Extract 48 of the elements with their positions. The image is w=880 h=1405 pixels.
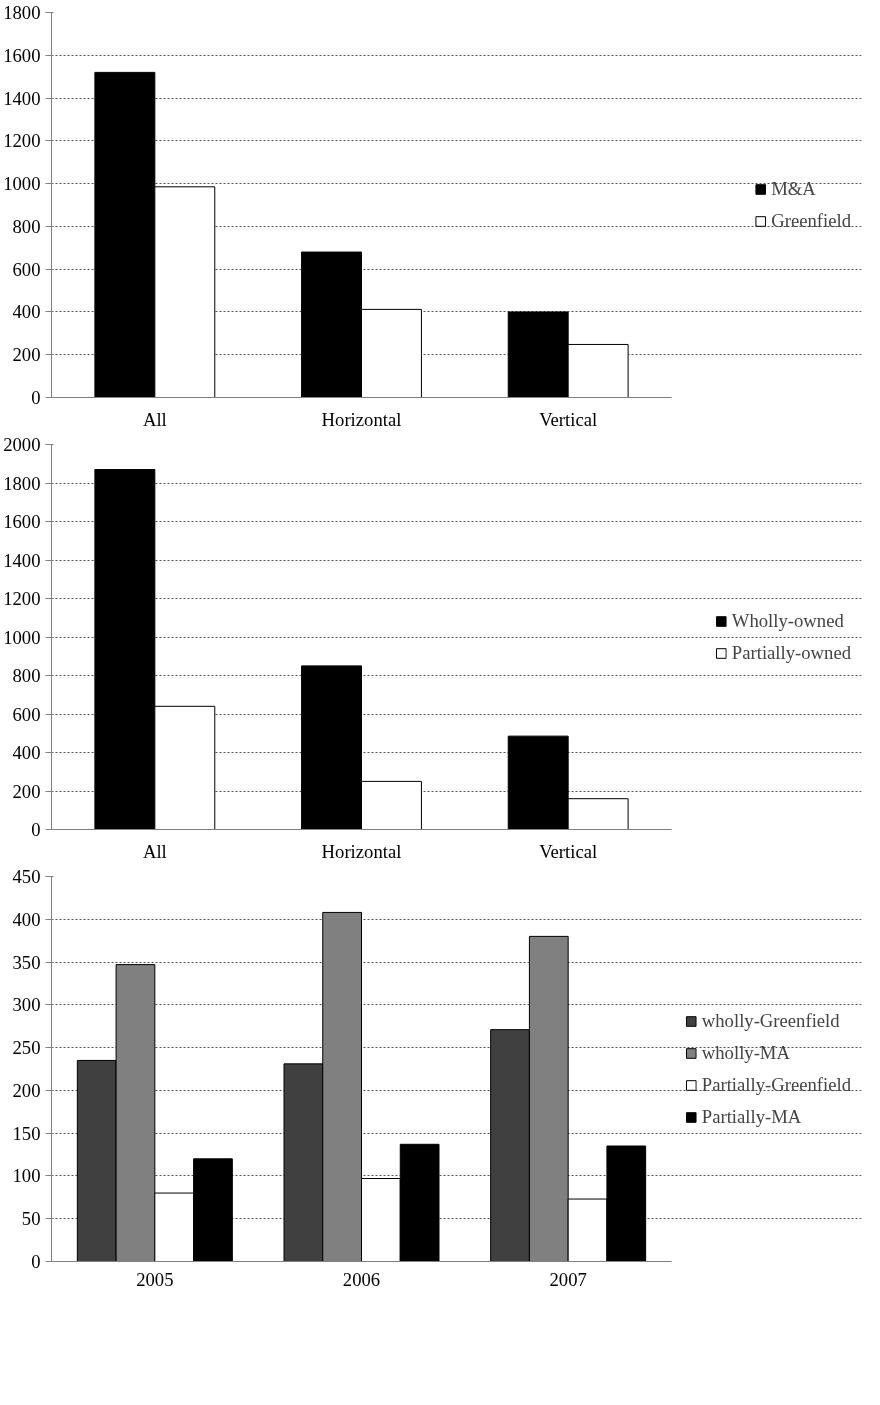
y-tick-label: 2000 (3, 434, 41, 455)
x-tick-label: All (142, 408, 167, 430)
x-tick-label: Horizontal (321, 840, 402, 862)
y-tick-label: 1600 (3, 44, 41, 66)
y-tick-label: 200 (12, 344, 41, 366)
y-tick-label: 1000 (3, 626, 41, 648)
y-tick-label: 800 (12, 665, 41, 686)
legend-label: Partially-MA (701, 1105, 802, 1128)
y-tick-label: 300 (12, 994, 41, 1016)
y-tick-label: 450 (12, 866, 41, 887)
y-tick-label: 1800 (3, 2, 41, 23)
legend-label: Partially-owned (731, 641, 851, 664)
x-tick-label: Vertical (539, 408, 598, 430)
y-tick-label: 1400 (3, 549, 41, 571)
y-tick-label: 1000 (3, 173, 41, 195)
y-tick-label: 200 (12, 780, 41, 802)
y-tick-label: 1200 (3, 130, 41, 152)
x-tick-label: 2007 (549, 1268, 587, 1290)
x-tick-label: 2006 (342, 1268, 381, 1290)
y-tick-label: 0 (31, 387, 41, 408)
y-tick-label: 100 (12, 1165, 41, 1187)
legend-label: M&A (771, 177, 816, 200)
y-tick-label: 50 (21, 1208, 41, 1230)
y-tick-label: 350 (12, 951, 41, 973)
legend-label: Wholly-owned (731, 609, 844, 632)
legend-label: wholly-MA (701, 1041, 790, 1064)
y-tick-label: 600 (12, 258, 41, 280)
y-tick-label: 250 (12, 1037, 41, 1059)
y-tick-label: 0 (31, 1251, 41, 1272)
y-tick-label: 800 (12, 215, 41, 237)
legend-label: Partially-Greenfield (701, 1073, 851, 1096)
x-tick-label: All (142, 840, 167, 862)
y-tick-label: 1800 (3, 472, 41, 494)
y-tick-label: 150 (12, 1122, 41, 1144)
y-tick-label: 400 (12, 301, 41, 323)
x-tick-label: Horizontal (321, 408, 402, 430)
y-tick-label: 200 (12, 1079, 41, 1101)
y-tick-label: 1600 (3, 511, 41, 532)
y-tick-label: 400 (12, 908, 41, 930)
legend-label: wholly-Greenfield (701, 1009, 840, 1032)
y-tick-label: 400 (12, 742, 41, 763)
y-tick-label: 0 (31, 819, 41, 840)
legend-label: Greenfield (771, 209, 851, 232)
y-tick-label: 1400 (3, 87, 41, 109)
y-tick-label: 1200 (3, 588, 41, 609)
y-tick-label: 600 (12, 703, 41, 725)
x-tick-label: Vertical (539, 840, 598, 862)
x-tick-label: 2005 (136, 1268, 174, 1290)
